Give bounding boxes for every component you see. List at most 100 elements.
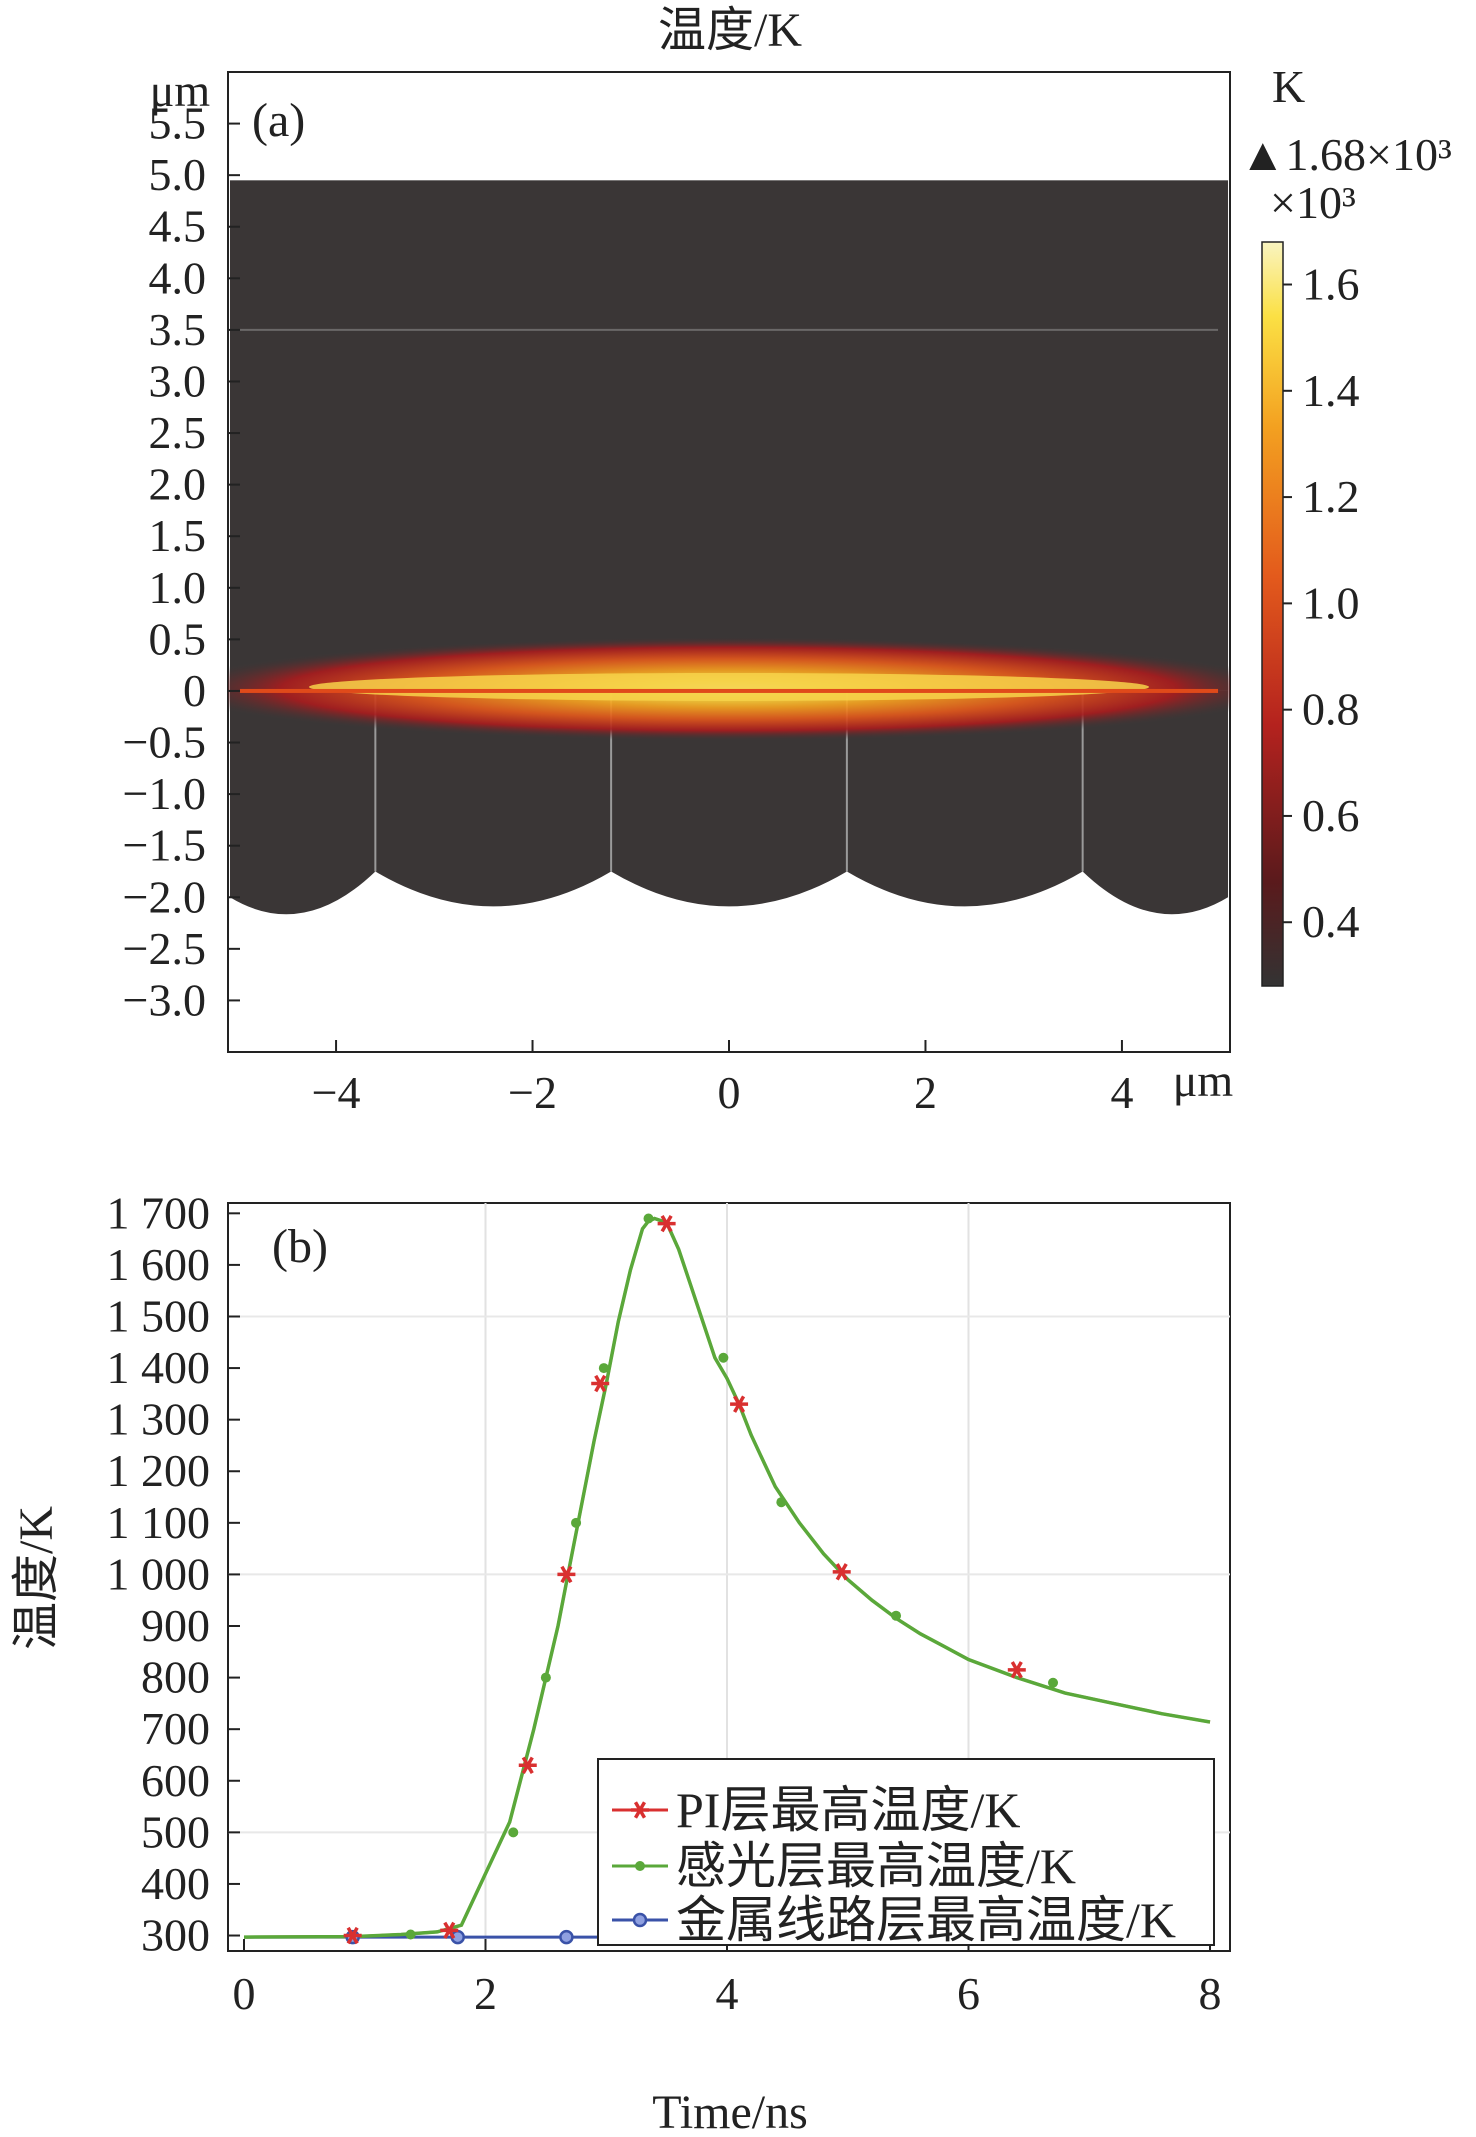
colorbar-ticks: 1.6 1.4 1.2 1.0 0.8 0.6 0.4	[1283, 259, 1360, 947]
hotspot-core	[309, 672, 1149, 701]
y-tick-label: 4.0	[149, 252, 207, 303]
pi-layer-marker	[631, 1801, 649, 1819]
field-domain	[228, 180, 1230, 915]
metal-layer-marker	[632, 1912, 648, 1928]
star-stroke	[443, 1921, 456, 1940]
y-tick-label: −3.0	[123, 974, 206, 1025]
panel-a-label: (a)	[252, 94, 305, 147]
colorbar-tick-label: 1.0	[1302, 577, 1360, 628]
y-tick-label: 900	[141, 1600, 210, 1651]
pi-layer-marker	[1007, 1661, 1026, 1679]
pi-layer-marker	[657, 1214, 676, 1233]
y-tick-label: 1 100	[107, 1497, 211, 1548]
upper-layer	[229, 180, 1229, 691]
star-stroke	[733, 1395, 746, 1413]
colorbar-tick-label: 0.8	[1302, 684, 1360, 735]
panel-a-x-axis: −4 −2 0 2 4	[312, 1040, 1133, 1118]
panel-a-field-map: 温度/K 5.55.04.54.03.53.02.52.01.51.00.50−…	[123, 4, 1452, 1118]
x-tick-label: 2	[914, 1067, 937, 1118]
colorbar-tick-label: 1.2	[1302, 471, 1360, 522]
pi-layer-marker	[557, 1565, 576, 1584]
star-stroke	[346, 1926, 359, 1945]
y-tick-label: 600	[141, 1755, 210, 1806]
pi-layer-marker	[730, 1395, 749, 1413]
y-tick-label: 1 000	[107, 1548, 211, 1599]
photo-layer-marker	[776, 1497, 787, 1508]
star-stroke	[1010, 1661, 1023, 1679]
y-tick-label: −2.5	[123, 923, 206, 974]
y-tick-label: −1.5	[123, 820, 206, 871]
colorbar-max-label: ▲1.68×10³	[1240, 129, 1452, 180]
pi-layer-marker	[343, 1926, 362, 1945]
y-tick-label: 5.5	[149, 98, 207, 149]
x-tick-label: −4	[312, 1067, 361, 1118]
metal-layer-marker	[559, 1929, 574, 1945]
x-tick-label: 2	[474, 1968, 497, 2019]
colorbar-scale-label: ×10³	[1270, 177, 1356, 228]
y-tick-label: 300	[141, 1910, 210, 1961]
y-tick-label: 4.5	[149, 201, 207, 252]
colorbar-tick-label: 0.4	[1302, 896, 1360, 947]
pi-layer-marker	[832, 1563, 851, 1581]
legend-label: 感光层最高温度/K	[676, 1838, 1076, 1894]
x-tick-label: −2	[508, 1067, 557, 1118]
panel-a-x-unit: μm	[1173, 1055, 1234, 1106]
x-tick-label: 0	[233, 1968, 256, 2019]
photo-layer-marker	[643, 1213, 654, 1224]
x-tick-label: 0	[718, 1067, 741, 1118]
y-tick-label: −0.5	[123, 717, 206, 768]
photo-layer-marker	[508, 1827, 519, 1838]
photo-layer-marker	[540, 1672, 551, 1683]
y-tick-label: 5.0	[149, 149, 207, 200]
y-tick-label: 400	[141, 1858, 210, 1909]
colorbar: K ▲1.68×10³ ×10³ 1.6 1.4 1.2 1.0 0.8 0.6 0.4	[1240, 61, 1452, 987]
y-tick-label: 800	[141, 1652, 210, 1703]
photo-layer-marker	[405, 1929, 416, 1940]
photo-layer-marker	[598, 1363, 609, 1374]
star-stroke	[660, 1214, 673, 1233]
photo-layer-line	[243, 1216, 1211, 1939]
panel-b-label: (b)	[272, 1220, 328, 1273]
y-tick-label: 3.5	[149, 304, 207, 355]
y-tick-label: 3.0	[149, 355, 207, 406]
y-tick-label: 1 700	[107, 1187, 211, 1238]
star-stroke	[835, 1563, 848, 1581]
legend-box	[597, 1758, 1215, 1946]
y-tick-label: 2.5	[149, 407, 207, 458]
panel-a-title: 温度/K	[658, 4, 802, 57]
pi-layer-marker	[440, 1921, 459, 1940]
colorbar-tick-label: 0.6	[1302, 790, 1360, 841]
colorbar-tick-label: 1.4	[1302, 365, 1360, 416]
panel-a-y-unit: μm	[150, 65, 211, 116]
y-tick-label: 1 400	[107, 1342, 211, 1393]
star-stroke	[521, 1756, 534, 1774]
star-stroke	[594, 1374, 607, 1393]
photo-layer-marker	[635, 1861, 645, 1871]
y-tick-label: 1 200	[107, 1445, 211, 1496]
x-tick-label: 4	[716, 1968, 739, 2019]
colorbar-tick-label: 1.6	[1302, 259, 1360, 310]
lower-layer	[229, 690, 1229, 915]
legend-label: 金属线路层最高温度/K	[676, 1892, 1176, 1948]
colorbar-unit: K	[1272, 61, 1305, 112]
y-tick-label: 0	[183, 665, 206, 716]
panel-b-ylabel: 温度/K	[10, 1506, 63, 1650]
photo-layer-marker	[718, 1352, 729, 1363]
y-tick-label: 2.0	[149, 459, 207, 510]
photo-layer-marker	[891, 1610, 902, 1621]
x-tick-label: 6	[957, 1968, 980, 2019]
star-stroke	[633, 1801, 647, 1819]
y-tick-label: 0.5	[149, 613, 207, 664]
x-tick-label: 4	[1110, 1067, 1133, 1118]
y-tick-label: 700	[141, 1703, 210, 1754]
y-tick-label: 1.5	[149, 510, 207, 561]
y-tick-label: −2.0	[123, 871, 206, 922]
y-tick-label: 1 500	[107, 1290, 211, 1341]
pi-layer-marker	[518, 1756, 537, 1774]
panel-a-y-axis: 5.55.04.54.03.53.02.52.01.51.00.50−0.5−1…	[123, 98, 240, 1025]
pi-layer-marker	[591, 1374, 610, 1393]
photo-layer-marker	[1048, 1677, 1059, 1688]
